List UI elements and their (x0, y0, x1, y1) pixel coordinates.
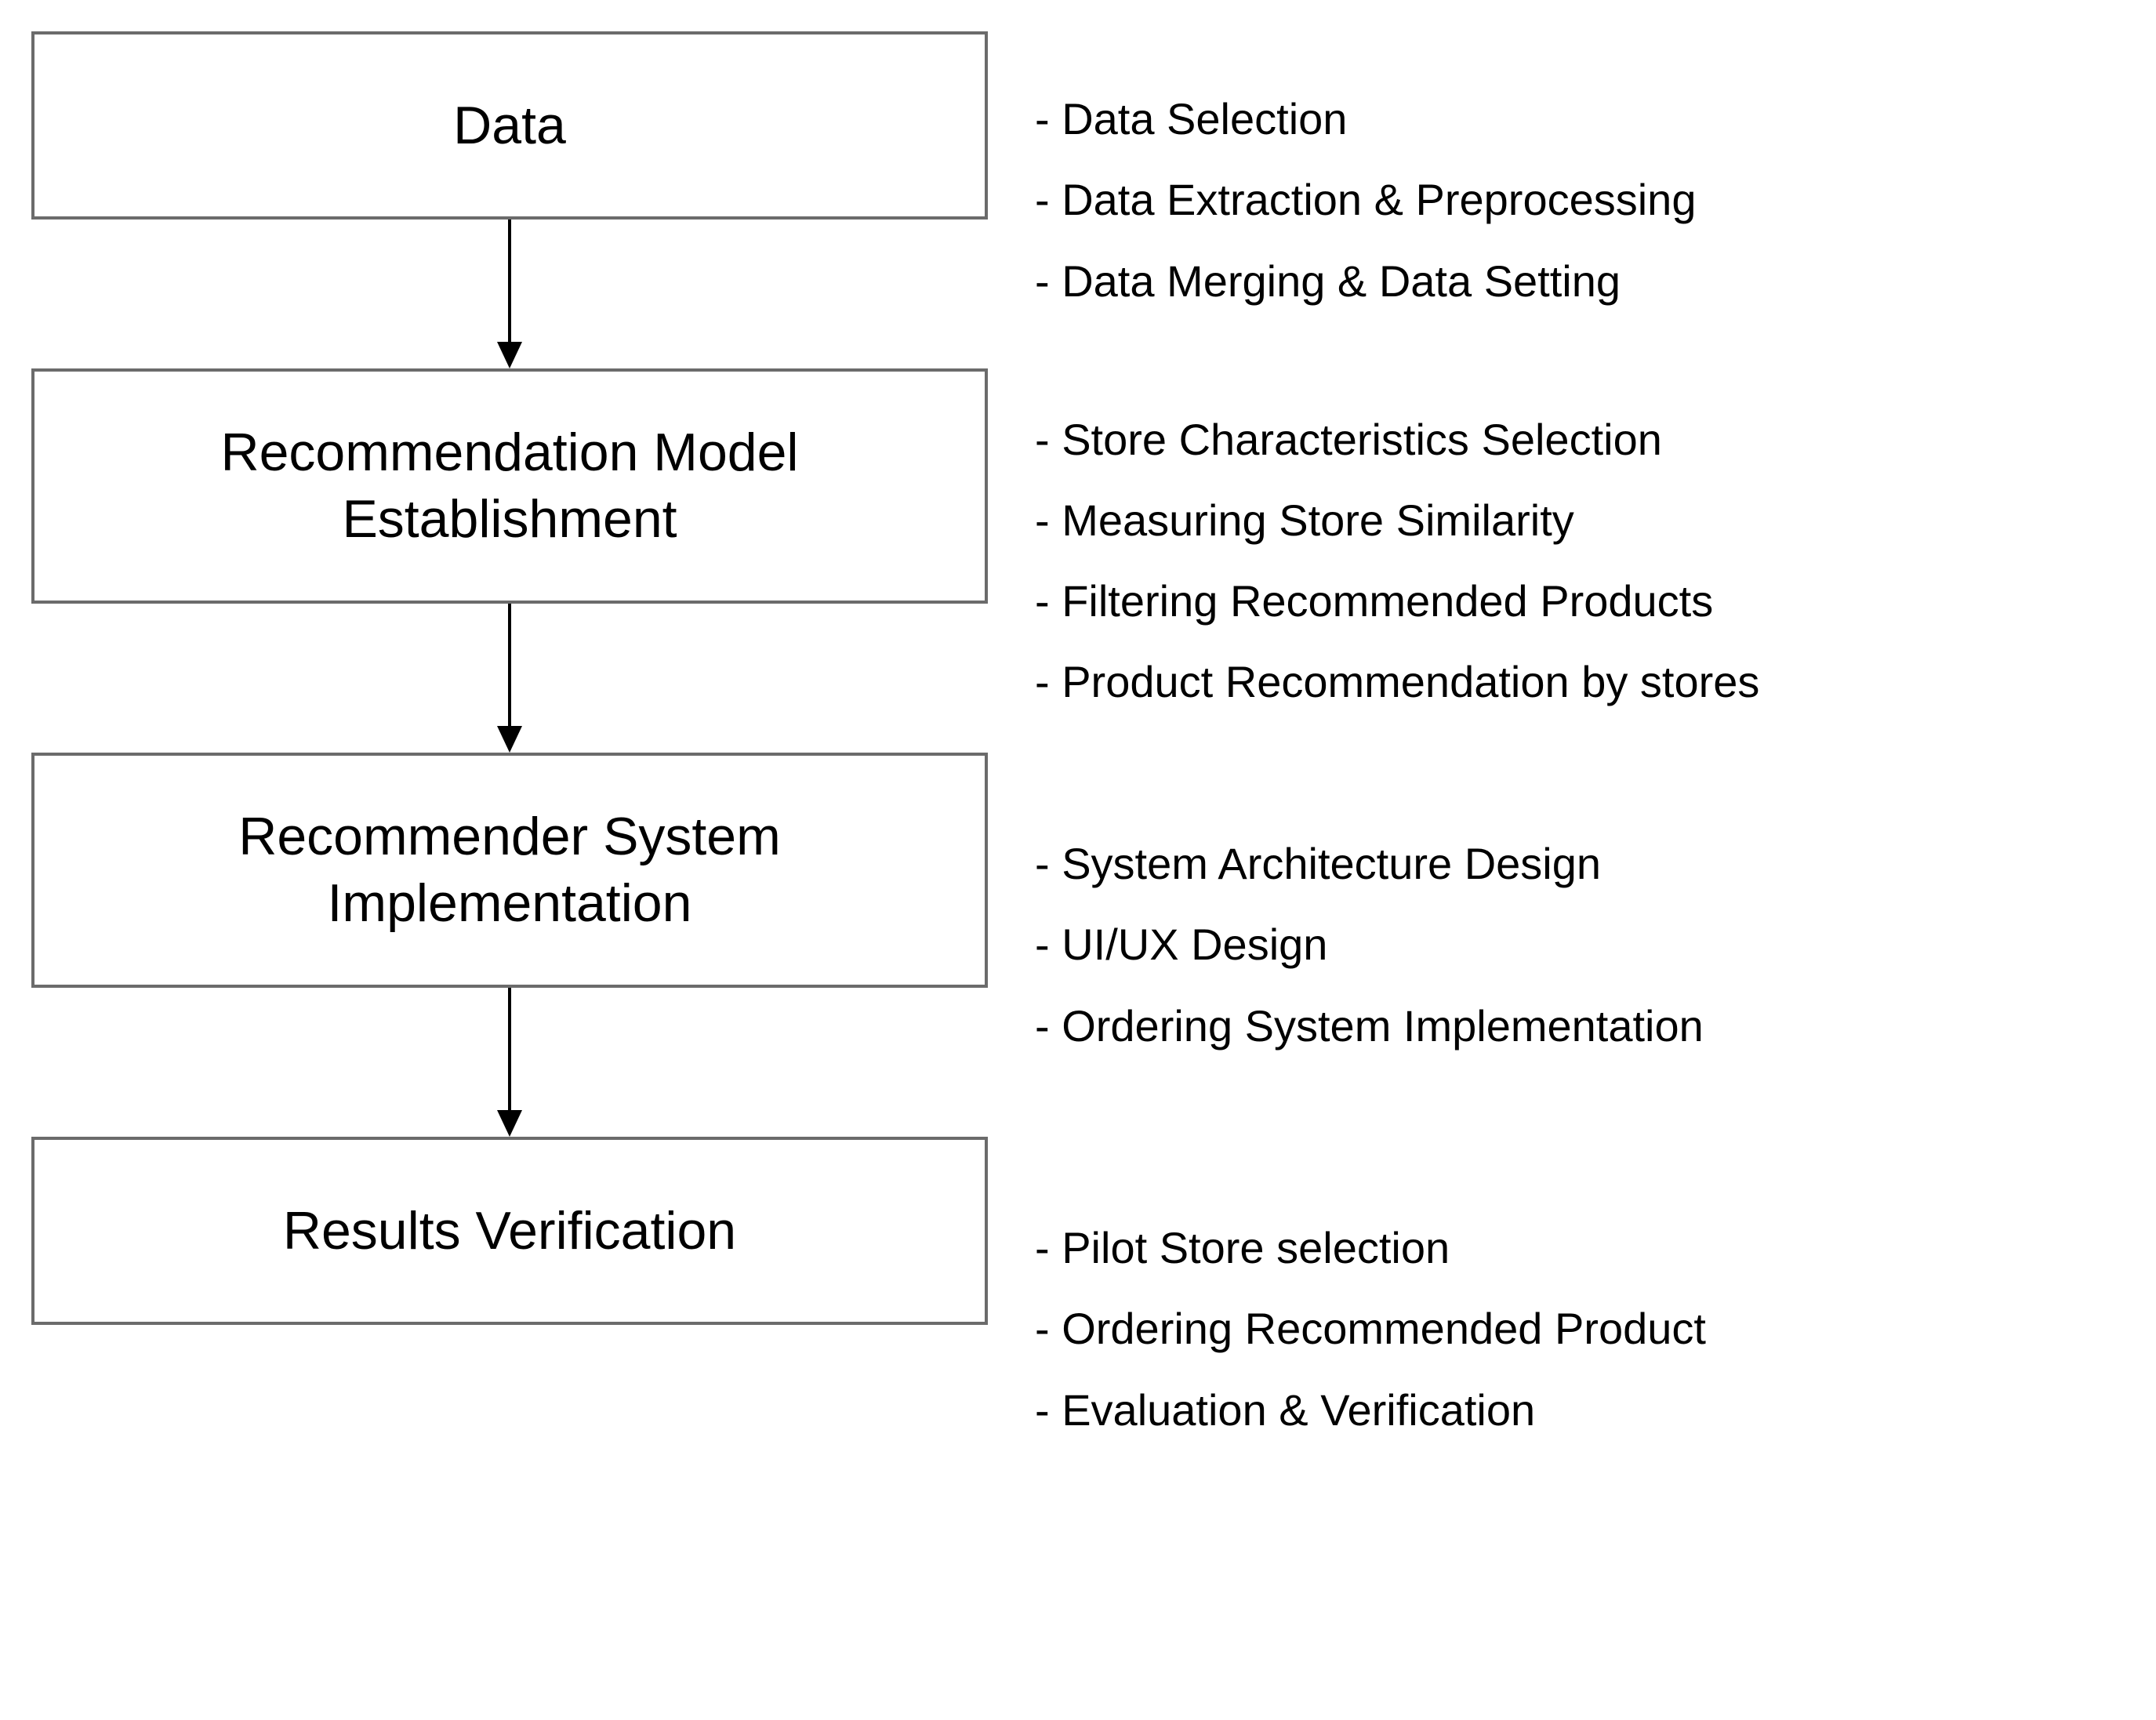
detail-item: - Pilot Store selection (1035, 1221, 2125, 1274)
node-label: Recommendation ModelEstablishment (220, 419, 798, 553)
detail-group-results: - Pilot Store selection - Ordering Recom… (1035, 1137, 2125, 1474)
detail-item: - Store Characteristics Selection (1035, 413, 2125, 466)
arrow-down-icon (486, 988, 533, 1137)
detail-group-data: - Data Selection - Data Extraction & Pre… (1035, 31, 2125, 368)
detail-item: - Ordering Recommended Product (1035, 1302, 2125, 1355)
node-label: Results Verification (283, 1198, 736, 1265)
node-label: Recommender SystemImplementation (238, 804, 781, 937)
detail-item: - Data Selection (1035, 93, 2125, 145)
detail-item: - Data Extraction & Preprocessing (1035, 173, 2125, 226)
detail-group-model: - Store Characteristics Selection - Meas… (1035, 368, 2125, 753)
detail-item: - System Architecture Design (1035, 837, 2125, 890)
node-model: Recommendation ModelEstablishment (31, 368, 988, 604)
detail-item: - Filtering Recommended Products (1035, 575, 2125, 627)
details-column: - Data Selection - Data Extraction & Pre… (1035, 31, 2125, 1474)
flowchart-diagram: Data Recommendation ModelEstablishment R… (31, 31, 2125, 1474)
arrow-down-icon (486, 220, 533, 368)
arrow-down-icon (486, 604, 533, 753)
detail-item: - Product Recommendation by stores (1035, 655, 2125, 708)
detail-item: - Data Merging & Data Setting (1035, 255, 2125, 307)
detail-item: - Evaluation & Verification (1035, 1384, 2125, 1436)
detail-item: - Ordering System Implementation (1035, 1000, 2125, 1052)
flow-column: Data Recommendation ModelEstablishment R… (31, 31, 988, 1474)
detail-item: - Measuring Store Similarity (1035, 494, 2125, 546)
detail-item: - UI/UX Design (1035, 918, 2125, 971)
node-label: Data (453, 93, 566, 159)
node-system: Recommender SystemImplementation (31, 753, 988, 988)
detail-group-system: - System Architecture Design - UI/UX Des… (1035, 753, 2125, 1137)
node-data: Data (31, 31, 988, 220)
node-results: Results Verification (31, 1137, 988, 1325)
